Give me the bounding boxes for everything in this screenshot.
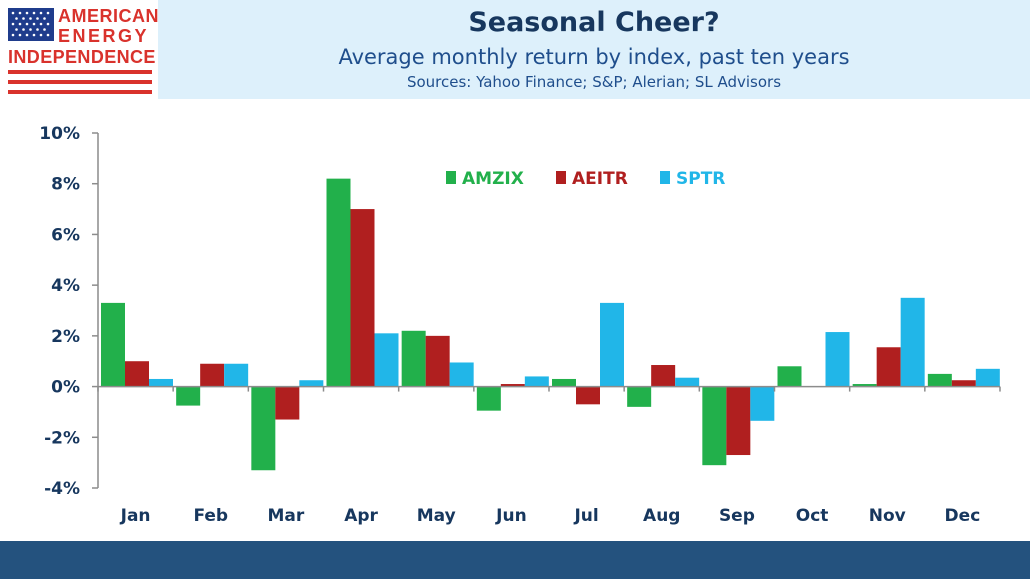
x-tick-label: May bbox=[417, 506, 456, 526]
logo-line-independence: INDEPENDENCE bbox=[8, 47, 156, 67]
x-tick-label: Nov bbox=[869, 506, 906, 526]
bar-sptr-oct bbox=[825, 332, 850, 387]
x-tick-label: Jan bbox=[120, 506, 151, 526]
bar-amzix-aug bbox=[627, 386, 652, 407]
bar-aeitr-jul bbox=[576, 386, 600, 405]
x-tick-label: Jun bbox=[495, 506, 527, 526]
legend-item: AEITR bbox=[556, 169, 628, 189]
bar-amzix-may bbox=[401, 330, 426, 387]
bar-sptr-jul bbox=[600, 302, 624, 387]
legend-swatch bbox=[446, 171, 456, 184]
bar-amzix-mar bbox=[251, 386, 276, 471]
bar-sptr-jan bbox=[149, 378, 173, 387]
flag-field bbox=[8, 8, 54, 41]
bar-sptr-nov bbox=[900, 297, 925, 387]
logo: AMERICAN ENERGY INDEPENDENCE bbox=[0, 0, 159, 99]
bar-chart: -4% -2% 0% 2% 4% 6% 8% 10% Jan Feb Mar Apr May Jun Jul… bbox=[39, 124, 1001, 526]
legend-label: AEITR bbox=[572, 169, 628, 189]
y-tick-label: 8% bbox=[51, 175, 80, 195]
x-tick-label: Oct bbox=[796, 506, 829, 526]
legend-swatch bbox=[660, 171, 670, 184]
y-tick-label: -4% bbox=[44, 479, 80, 499]
bar-aeitr-apr bbox=[350, 209, 375, 387]
bar-sptr-mar bbox=[299, 380, 324, 387]
legend-item: AMZIX bbox=[446, 169, 524, 189]
bar-aeitr-feb bbox=[200, 363, 225, 387]
bar-aeitr-sep bbox=[726, 386, 751, 456]
y-tick-label: 2% bbox=[51, 327, 80, 347]
header-band bbox=[158, 0, 1030, 99]
flag-icon bbox=[8, 8, 54, 41]
bar-aeitr-jan bbox=[125, 361, 149, 387]
x-tick-label: Jul bbox=[573, 506, 598, 526]
y-tick-label: 0% bbox=[51, 378, 80, 398]
bar-aeitr-aug bbox=[651, 365, 676, 387]
footer-band bbox=[0, 541, 1030, 579]
x-tick-label: Dec bbox=[945, 506, 981, 526]
bar-amzix-jun bbox=[476, 386, 501, 411]
bar-amzix-sep bbox=[702, 386, 727, 466]
y-tick-label: 4% bbox=[51, 276, 80, 296]
flag-stripes-icon bbox=[8, 70, 152, 94]
bar-amzix-dec bbox=[927, 373, 952, 387]
x-tick-label: Aug bbox=[643, 506, 680, 526]
bar-aeitr-mar bbox=[275, 386, 300, 420]
page-title: Seasonal Cheer? bbox=[468, 7, 720, 38]
x-tick-label: Apr bbox=[344, 506, 378, 526]
logo-line-american: AMERICAN bbox=[58, 6, 159, 26]
y-tick-label: -2% bbox=[44, 428, 80, 448]
logo-line-energy: ENERGY bbox=[58, 26, 150, 46]
legend-label: AMZIX bbox=[462, 169, 524, 189]
x-tick-label: Sep bbox=[719, 506, 755, 526]
bar-amzix-oct bbox=[777, 366, 802, 387]
legend-swatch bbox=[556, 171, 566, 184]
bar-sptr-sep bbox=[750, 386, 775, 421]
bar-amzix-jan bbox=[101, 302, 125, 387]
bar-amzix-jul bbox=[552, 378, 576, 387]
x-tick-label: Mar bbox=[268, 506, 305, 526]
x-tick-label: Feb bbox=[193, 506, 228, 526]
bar-aeitr-may bbox=[425, 335, 450, 387]
bar-sptr-may bbox=[449, 362, 474, 387]
bar-amzix-apr bbox=[326, 178, 351, 387]
bar-sptr-apr bbox=[374, 333, 399, 387]
bar-amzix-feb bbox=[176, 386, 201, 406]
page-subtitle: Average monthly return by index, past te… bbox=[338, 45, 850, 69]
y-tick-label: 6% bbox=[51, 225, 80, 245]
sources-note: Sources: Yahoo Finance; S&P; Alerian; SL… bbox=[406, 73, 782, 91]
bar-amzix-nov bbox=[852, 384, 877, 387]
legend-label: SPTR bbox=[676, 169, 725, 189]
bar-aeitr-nov bbox=[876, 347, 901, 387]
legend-item: SPTR bbox=[660, 169, 725, 189]
bar-sptr-feb bbox=[224, 363, 249, 387]
bar-sptr-aug bbox=[675, 377, 700, 387]
bar-sptr-jun bbox=[524, 376, 549, 387]
flag-stars bbox=[11, 11, 50, 37]
bar-sptr-dec bbox=[975, 368, 1000, 387]
bar-aeitr-dec bbox=[951, 380, 976, 387]
bar-aeitr-jun bbox=[500, 384, 525, 387]
y-tick-label: 10% bbox=[39, 124, 80, 144]
